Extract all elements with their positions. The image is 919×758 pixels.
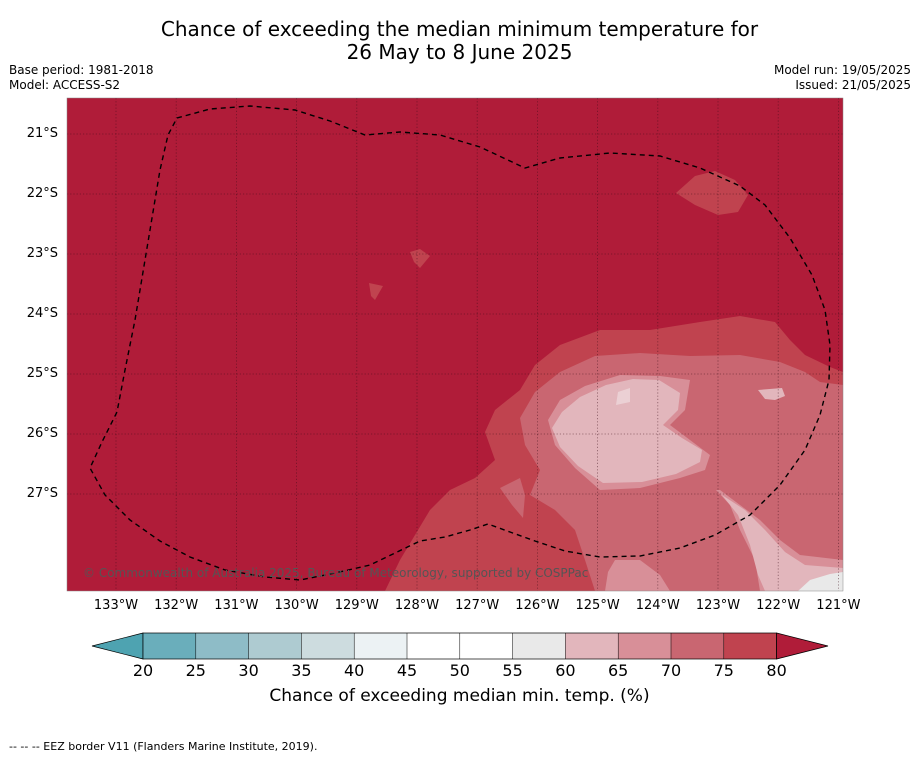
base-period: Base period: 1981-2018 [9,63,154,77]
colorbar-segment [195,633,249,659]
colorbar-segment [723,633,777,659]
lon-label: 130°W [274,598,319,613]
lat-label: 21°S [26,126,58,141]
meta-left: Base period: 1981-2018 Model: ACCESS-S2 [9,63,154,93]
lat-label: 26°S [26,426,58,441]
colorbar-tick-label: 50 [449,661,470,680]
colorbar-segment [565,633,619,659]
title-line-2: 26 May to 8 June 2025 [346,40,573,64]
copyright-notice: © Commonwealth of Australia 2025, Bureau… [83,566,589,580]
colorbar-tick-label: 30 [238,661,259,680]
title-line-1: Chance of exceeding the median minimum t… [160,17,759,41]
colorbar-under-arrow [91,632,144,660]
lon-label: 124°W [635,598,680,613]
colorbar-tick-label: 25 [185,661,206,680]
colorbar-tick-label: 35 [291,661,312,680]
colorbar-segment [512,633,566,659]
colorbar-segment [143,633,196,659]
lon-label: 132°W [154,598,199,613]
contour-60-patch-sliver [578,418,596,428]
colorbar-tick-label: 65 [608,661,629,680]
colorbar-segment [248,633,302,659]
lon-label: 128°W [394,598,440,613]
lon-label: 121°W [816,598,861,613]
contour-60-patch-east [722,495,843,591]
colorbar-segment [459,633,513,659]
issued-date: Issued: 21/05/2025 [795,78,911,92]
lon-label: 129°W [334,598,379,613]
contour-60-patch-small [758,388,785,400]
lon-label: 122°W [756,598,801,613]
model-name: Model: ACCESS-S2 [9,78,121,92]
colorbar-tick-label: 75 [713,661,734,680]
colorbar-segment [618,633,671,659]
colorbar-tick-label: 45 [396,661,418,680]
map-title: Chance of exceeding the median minimum t… [0,18,919,64]
lon-label: 126°W [515,598,560,613]
colorbar-segment [407,633,460,659]
colorbar-tick-label: 20 [132,661,154,680]
lon-label: 131°W [214,598,259,613]
colorbar-tick-label: 80 [766,661,787,680]
lat-label: 27°S [26,486,58,501]
contour-75-spot-b [369,283,383,300]
lon-label: 123°W [695,598,741,613]
colorbar-segment [301,633,355,659]
colorbar-tick-label: 70 [660,661,682,680]
colorbar-segment [671,633,724,659]
lon-label: 133°W [93,598,139,613]
eez-border [89,105,831,581]
contour-70-patch-a [807,461,838,503]
contour-75-patch-north [676,171,748,215]
colorbar [91,632,829,660]
colorbar-label: Chance of exceeding median min. temp. (%… [269,686,650,706]
colorbar-tick-label: 40 [344,661,365,680]
contour-75-spot-a [410,249,430,268]
lat-label: 24°S [26,306,58,321]
lat-label: 22°S [26,186,58,201]
colorbar-tick-label: 55 [502,661,523,680]
contour-55-60 [798,572,843,591]
lat-label: 23°S [26,246,58,261]
meta-right: Model run: 19/05/2025 Issued: 21/05/2025 [774,63,911,93]
eez-legend: -- -- -- EEZ border V11 (Flanders Marine… [9,740,318,753]
colorbar-segment [354,633,407,659]
lon-label: 127°W [455,598,500,613]
lat-label: 25°S [26,366,58,381]
lon-label: 125°W [575,598,620,613]
contour-60-patch-inner [616,388,630,405]
contour-70-patch-b [500,478,525,518]
colorbar-tick-label: 60 [555,661,576,680]
contour-65-patch-south [605,560,670,591]
contour-60-65 [552,379,702,483]
colorbar-over-arrow [776,632,829,660]
model-run: Model run: 19/05/2025 [773,63,911,77]
